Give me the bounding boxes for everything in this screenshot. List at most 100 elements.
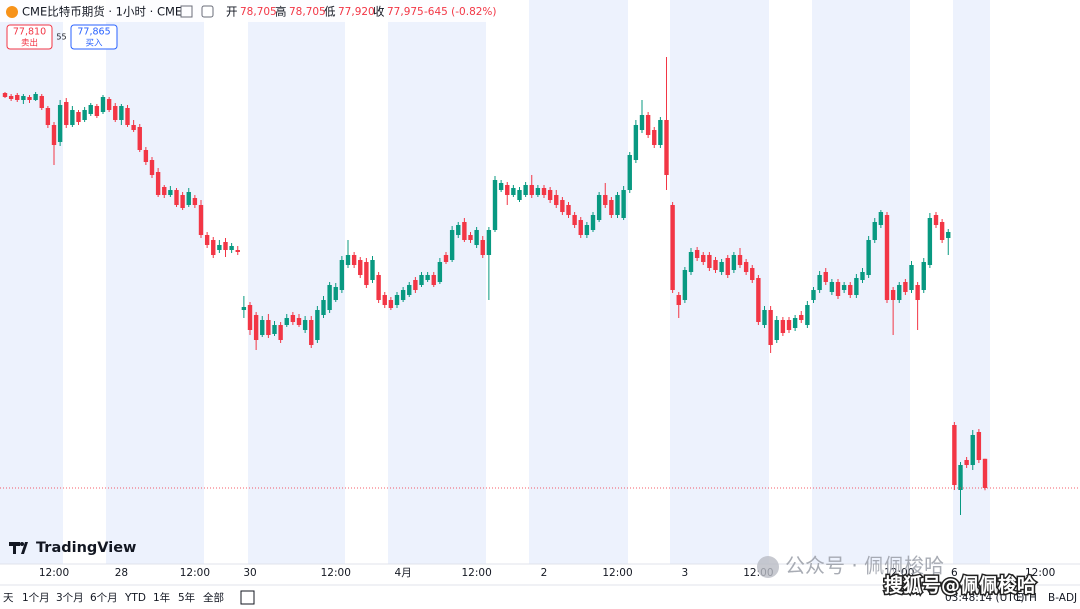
x-tick-label: 6 [951, 567, 958, 579]
candle-body [811, 290, 816, 300]
candle-body [443, 255, 449, 262]
candle-body [835, 282, 841, 296]
candle-body [750, 268, 755, 280]
candle-body [976, 432, 982, 460]
candle-body [560, 200, 565, 212]
candle-body [958, 465, 963, 490]
buy-button[interactable] [70, 24, 118, 50]
candle-body [76, 112, 81, 122]
sell-label: 卖出 [21, 38, 38, 49]
candle-body [370, 260, 375, 280]
candle-body [982, 458, 988, 488]
candle-body [964, 460, 969, 465]
candle-body [388, 300, 394, 308]
candle-body [419, 275, 424, 285]
candle-body [64, 102, 69, 125]
candle-body [854, 278, 859, 295]
candle-body [204, 235, 210, 245]
candle-body [694, 250, 700, 258]
candle-body [309, 320, 314, 345]
plot [0, 57, 1080, 515]
candle-body [351, 255, 357, 265]
candle-body [584, 225, 590, 235]
candle-body [603, 195, 608, 205]
watermark-icon [757, 556, 779, 578]
candle-body [658, 120, 663, 145]
x-tick-label: 12:00 [602, 567, 632, 579]
candle-body [897, 285, 902, 300]
candle-body [217, 245, 222, 250]
candle-body [2, 93, 8, 97]
range-button[interactable]: 1年 [153, 591, 170, 604]
x-tick-label: 4月 [395, 567, 412, 579]
candle-body [223, 242, 228, 250]
watermark-wechat: 公众号 · 佩佩梭哈 [785, 554, 944, 578]
header-bg [0, 0, 490, 22]
candle-body [860, 272, 865, 280]
candle-body [27, 97, 32, 100]
candle-body [688, 252, 694, 272]
candle-body [547, 190, 553, 200]
band [106, 0, 204, 564]
logo-dot [20, 542, 24, 546]
candle-body [498, 183, 504, 190]
candle-body [768, 310, 773, 345]
candle-body [627, 155, 632, 190]
band [248, 0, 345, 564]
candle-body [155, 172, 161, 195]
sell-button[interactable] [6, 24, 53, 50]
icon[interactable] [201, 5, 214, 18]
candle-body [174, 190, 179, 205]
range-button[interactable]: 5年 [178, 591, 195, 604]
icon[interactable] [180, 5, 193, 18]
candle-body [682, 270, 688, 300]
candle-body [33, 94, 38, 100]
x-tick-label: 12:00 [321, 567, 351, 579]
candle-body [890, 290, 896, 300]
range-button[interactable]: 6个月 [90, 592, 118, 604]
candle-body [615, 195, 620, 215]
x-tick-label: 2 [541, 567, 548, 579]
candle-body [413, 280, 418, 290]
range-button[interactable]: 1个月 [22, 592, 50, 604]
candle-body [946, 232, 951, 238]
candle-body [707, 255, 712, 268]
adjust-toggle[interactable]: B-ADJ [1048, 592, 1077, 604]
candle-body [866, 240, 871, 275]
clock: 03:48:14 (UTC) [945, 592, 1025, 604]
change: -645 (-0.82%) [424, 6, 497, 18]
ohlc-value: 77,975 [387, 6, 424, 18]
ohlc-value: 78,705 [240, 6, 277, 18]
candle-body [737, 255, 743, 265]
candle-body [106, 99, 112, 110]
ohlc-value: 77,920 [338, 6, 375, 18]
candle-body [70, 110, 75, 125]
candle-body [192, 198, 198, 205]
range-button[interactable]: 全部 [203, 591, 224, 604]
candle-body [511, 188, 516, 195]
candle-body [180, 195, 185, 208]
candle-body [272, 325, 277, 334]
candle-body [400, 290, 406, 300]
date-range-icon[interactable] [240, 590, 255, 605]
candle-body [229, 246, 234, 250]
x-tick-label: 30 [243, 567, 256, 579]
candle-body [296, 318, 302, 325]
candle-body [468, 235, 473, 240]
candle-body [82, 110, 87, 120]
range-button[interactable]: YTD [124, 592, 146, 604]
candle-body [664, 120, 669, 175]
candle-body [799, 315, 804, 320]
range-button[interactable]: 3个月 [56, 592, 84, 604]
candle-body [731, 255, 737, 270]
candle-body [39, 96, 44, 108]
candle-body [480, 240, 485, 255]
candle-body [137, 127, 142, 150]
ohlc-label: 高 [275, 5, 287, 19]
candle-body [235, 250, 240, 252]
range-button[interactable]: 天 [3, 592, 14, 604]
session-toggle[interactable]: ETH [1016, 592, 1037, 604]
